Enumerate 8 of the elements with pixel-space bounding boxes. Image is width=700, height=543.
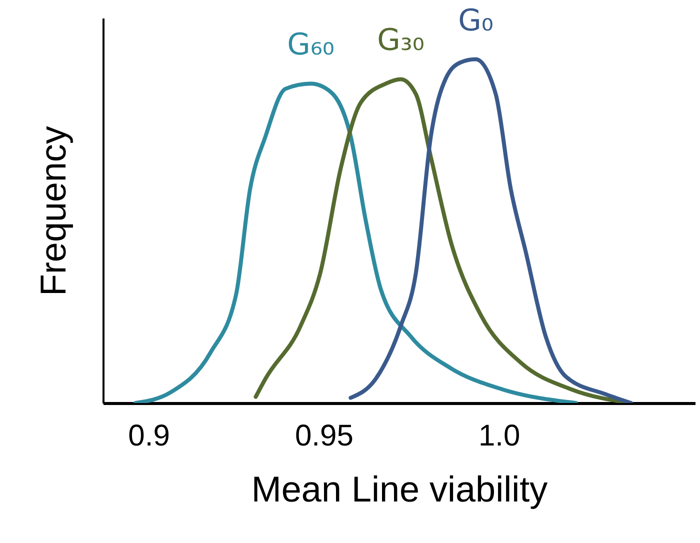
series-label: G₃₀: [377, 23, 424, 58]
x-tick-label: 0.9: [128, 420, 170, 452]
series-label: G₆₀: [287, 28, 334, 63]
x-axis-title: Mean Line viability: [251, 468, 548, 510]
x-tick-label: 1.0: [478, 420, 520, 452]
x-tick-label: 0.95: [294, 420, 354, 452]
y-axis-title: Frequency: [32, 126, 74, 296]
series-label: G₀: [458, 3, 494, 38]
